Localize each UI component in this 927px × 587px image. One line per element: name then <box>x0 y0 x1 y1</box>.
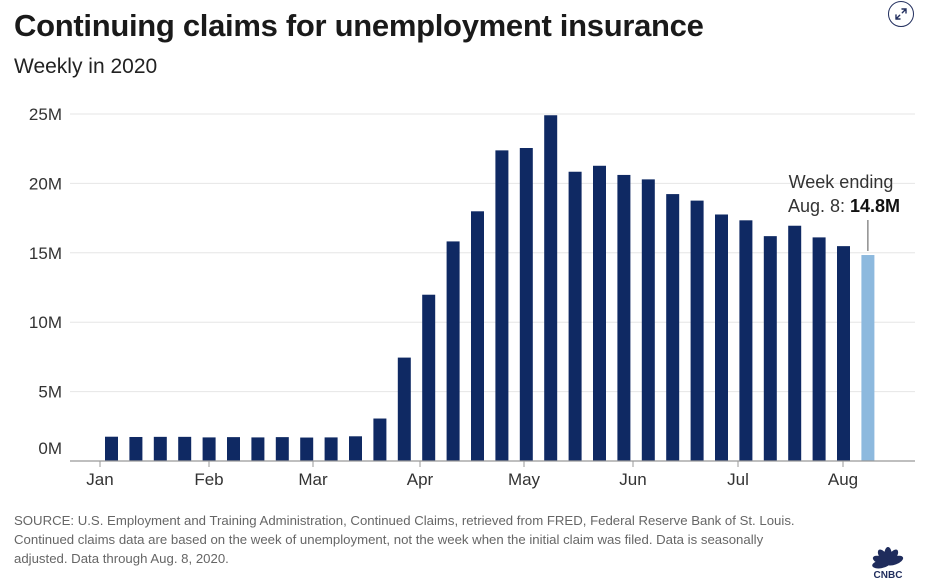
bar-jan-18 <box>153 436 167 461</box>
x-tick-label: Jul <box>727 470 749 489</box>
chart-title: Continuing claims for unemployment insur… <box>14 8 704 43</box>
bar-jan-4 <box>105 436 118 461</box>
bar-may-30 <box>617 174 631 461</box>
y-axis-ticks: 0M 5M 10M 15M 20M 25M <box>29 105 62 458</box>
bar-jul-25 <box>812 237 826 461</box>
bar-feb-8 <box>227 437 240 461</box>
x-tick-label: May <box>508 470 541 489</box>
x-tick-label: Mar <box>298 470 328 489</box>
bar-mar-7 <box>324 437 338 461</box>
bar-aug-1 <box>837 246 850 461</box>
y-tick-label: 5M <box>38 383 62 402</box>
bar-may-16 <box>568 171 582 462</box>
x-tick-label: Aug <box>828 470 858 489</box>
bar-jun-20 <box>690 200 704 461</box>
bars <box>105 115 875 462</box>
bar-mar-21 <box>373 418 387 461</box>
bar-feb-22 <box>275 437 289 461</box>
cnbc-logo: CNBC <box>858 530 918 581</box>
annotation-date: Aug. 8: <box>788 196 850 216</box>
bar-chart: 0M 5M 10M 15M 20M 25M Jan Feb Mar Apr May Jun Jul Au… <box>29 105 915 489</box>
bar-feb-15 <box>251 437 265 461</box>
bar-mar-14 <box>349 436 362 461</box>
x-axis-ticks: Jan Feb Mar Apr May Jun Jul Aug <box>86 461 858 489</box>
bar-aug-8 <box>861 255 875 461</box>
source-note: SOURCE: U.S. Employment and Training Adm… <box>14 513 795 566</box>
bar-jun-27 <box>715 214 728 461</box>
annotation-week-ending: Week ending <box>789 172 894 192</box>
x-tick-label: Feb <box>194 470 223 489</box>
bar-feb-1 <box>202 437 216 461</box>
bar-apr-11 <box>446 241 460 461</box>
logo-text: CNBC <box>874 570 903 580</box>
y-tick-label: 10M <box>29 313 62 332</box>
expand-button[interactable] <box>888 1 914 27</box>
bar-jan-11 <box>129 436 143 461</box>
y-tick-label: 20M <box>29 174 62 193</box>
bar-mar-28 <box>397 357 411 461</box>
y-tick-label: 15M <box>29 244 62 263</box>
bar-jul-11 <box>763 236 777 461</box>
bar-jun-13 <box>666 194 680 462</box>
bar-jun-6 <box>641 179 655 461</box>
chart-subtitle: Weekly in 2020 <box>14 55 158 78</box>
annotation-value-label: 14.8M <box>850 196 900 216</box>
bar-apr-18 <box>471 211 484 461</box>
bar-apr-4 <box>422 294 436 461</box>
x-tick-label: Apr <box>407 470 434 489</box>
x-tick-label: Jan <box>86 470 113 489</box>
bar-apr-25 <box>495 150 509 461</box>
x-tick-label: Jun <box>619 470 646 489</box>
y-tick-label: 0M <box>38 439 62 458</box>
bar-feb-29 <box>300 437 314 461</box>
bar-jul-4 <box>739 220 753 461</box>
bar-jul-18 <box>788 225 802 461</box>
cnbc-peacock-logo: CNBC <box>872 547 904 581</box>
bar-jan-25 <box>178 436 192 461</box>
bar-may-23 <box>593 165 606 461</box>
bar-may-2 <box>519 148 533 462</box>
y-tick-label: 25M <box>29 105 62 124</box>
expand-icon <box>895 8 907 20</box>
annotation-value: Aug. 8: 14.8M <box>788 196 900 216</box>
bar-may-9 <box>544 115 558 461</box>
